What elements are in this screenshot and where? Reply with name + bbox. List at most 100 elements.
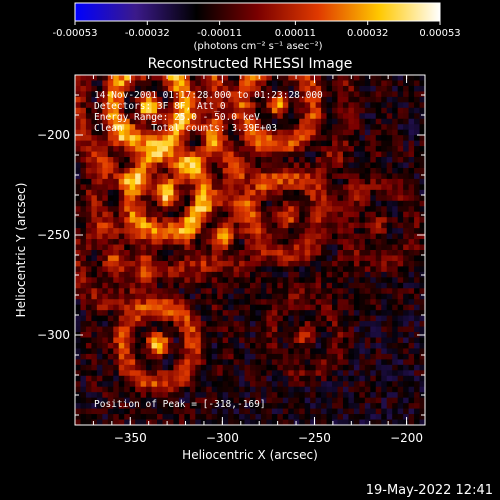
heatmap-cell: [135, 408, 142, 415]
heatmap-cell: [381, 353, 388, 360]
heatmap-cell: [304, 85, 311, 92]
heatmap-cell: [184, 233, 191, 240]
heatmap-cell: [189, 75, 196, 81]
heatmap-cell: [239, 277, 245, 284]
heatmap-cell: [353, 91, 360, 98]
heatmap-cell: [337, 414, 344, 420]
heatmap-cell: [244, 332, 251, 338]
heatmap-cell: [304, 80, 311, 87]
heatmap-cell: [359, 277, 366, 284]
heatmap-cell: [271, 75, 278, 81]
heatmap-cell: [293, 255, 300, 262]
heatmap-cell: [359, 195, 366, 202]
heatmap-cell: [277, 337, 284, 344]
heatmap-cell: [375, 255, 382, 262]
heatmap-cell: [353, 85, 360, 92]
heatmap-cell: [332, 250, 338, 256]
heatmap-cell: [304, 288, 311, 295]
heatmap-cell: [282, 222, 289, 229]
heatmap-cell: [364, 260, 371, 267]
heatmap-cell: [206, 392, 213, 399]
heatmap-cell: [211, 392, 218, 399]
heatmap-cell: [386, 271, 393, 278]
heatmap-cell: [118, 408, 125, 415]
heatmap-cell: [419, 173, 425, 180]
heatmap-cell: [397, 167, 404, 174]
heatmap-cell: [304, 189, 311, 196]
heatmap-cell: [124, 392, 131, 399]
heatmap-cell: [397, 211, 404, 218]
heatmap-cell: [342, 140, 349, 147]
heatmap-cell: [135, 217, 142, 224]
heatmap-cell: [146, 337, 152, 344]
heatmap-cell: [140, 167, 147, 174]
heatmap-cell: [288, 326, 295, 333]
heatmap-cell: [337, 211, 344, 218]
heatmap-cell: [118, 211, 125, 218]
heatmap-cell: [167, 386, 174, 393]
heatmap-cell: [113, 233, 120, 240]
heatmap-cell: [157, 107, 163, 114]
heatmap-cell: [348, 342, 355, 349]
heatmap-cell: [397, 359, 404, 366]
heatmap-cell: [299, 386, 306, 393]
heatmap-cell: [211, 113, 218, 120]
heatmap-cell: [195, 392, 202, 399]
heatmap-cell: [266, 332, 273, 338]
heatmap-cell: [157, 178, 163, 185]
heatmap-cell: [184, 337, 191, 344]
heatmap-cell: [178, 146, 185, 152]
heatmap-cell: [321, 211, 327, 218]
heatmap-cell: [397, 326, 404, 333]
heatmap-cell: [195, 397, 202, 404]
heatmap-cell: [408, 96, 415, 103]
heatmap-cell: [200, 403, 207, 409]
heatmap-cell: [85, 222, 92, 229]
heatmap-cell: [250, 96, 256, 103]
heatmap-cell: [75, 370, 81, 377]
heatmap-cell: [211, 85, 218, 92]
heatmap-cell: [162, 211, 169, 218]
heatmap-cell: [337, 217, 344, 224]
heatmap-cell: [91, 102, 98, 109]
heatmap-cell: [75, 206, 81, 213]
heatmap-cell: [124, 375, 131, 382]
heatmap-cell: [288, 91, 295, 98]
heatmap-cell: [381, 326, 388, 333]
heatmap-cell: [271, 167, 278, 174]
heatmap-cell: [392, 113, 399, 120]
heatmap-cell: [244, 359, 251, 366]
heatmap-cell: [299, 414, 306, 420]
heatmap-cell: [348, 184, 355, 191]
heatmap-cell: [250, 91, 256, 98]
heatmap-cell: [293, 321, 300, 327]
heatmap-cell: [200, 282, 207, 289]
heatmap-cell: [189, 370, 196, 377]
heatmap-cell: [217, 293, 224, 300]
heatmap-cell: [146, 233, 152, 240]
heatmap-cell: [135, 129, 142, 136]
heatmap-cell: [359, 85, 366, 92]
heatmap-cell: [96, 184, 103, 191]
heatmap-cell: [85, 293, 92, 300]
heatmap-cell: [277, 266, 284, 273]
heatmap-cell: [91, 277, 98, 284]
heatmap-cell: [332, 271, 338, 278]
heatmap-cell: [206, 239, 213, 245]
heatmap-cell: [260, 353, 267, 360]
heatmap-cell: [260, 244, 267, 251]
heatmap-cell: [146, 288, 152, 295]
heatmap-cell: [359, 228, 366, 234]
heatmap-cell: [222, 337, 229, 344]
heatmap-cell: [277, 353, 284, 360]
heatmap-cell: [315, 381, 322, 388]
heatmap-cell: [206, 282, 213, 289]
heatmap-cell: [233, 211, 240, 218]
heatmap-cell: [80, 129, 87, 136]
heatmap-cell: [200, 326, 207, 333]
heatmap-cell: [162, 217, 169, 224]
heatmap-cell: [408, 266, 415, 273]
heatmap-cell: [200, 397, 207, 404]
heatmap-cell: [337, 326, 344, 333]
heatmap-cell: [260, 118, 267, 125]
